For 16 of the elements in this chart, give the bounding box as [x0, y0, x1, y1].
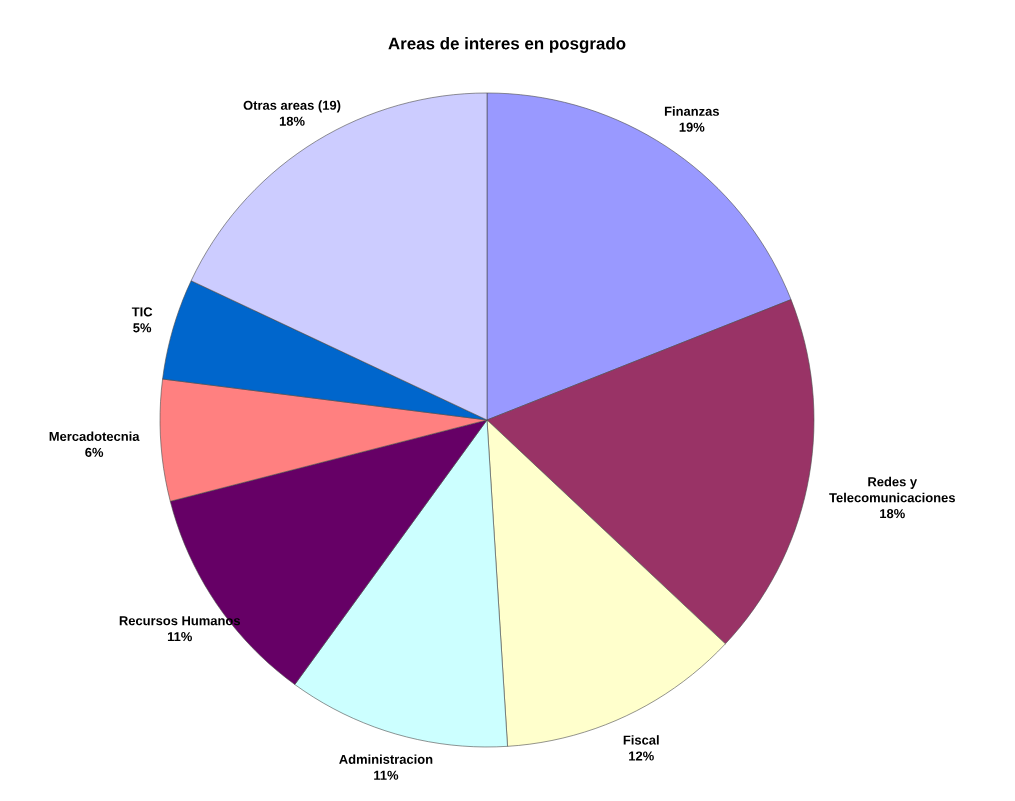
slice-label: Redes y Telecomunicaciones: [829, 476, 955, 503]
data-label: 18%: [279, 116, 305, 126]
data-label: 11%: [167, 632, 192, 642]
slice-label: Finanzas: [664, 106, 719, 116]
slice-label: Fiscal: [623, 735, 659, 745]
chart-title: Areas de interes en posgrado: [388, 37, 626, 53]
data-label: 12%: [629, 751, 654, 761]
data-label: 5%: [133, 323, 152, 333]
slice-label: TIC: [131, 307, 153, 317]
slice-label: Administracion: [339, 754, 433, 764]
data-label: 6%: [85, 447, 104, 457]
slice-label: Otras areas (19): [243, 100, 341, 113]
slice-label: Mercadotecnia: [49, 431, 140, 441]
data-label: 18%: [880, 509, 905, 519]
data-label: 11%: [374, 770, 399, 780]
data-label: 19%: [679, 122, 705, 132]
